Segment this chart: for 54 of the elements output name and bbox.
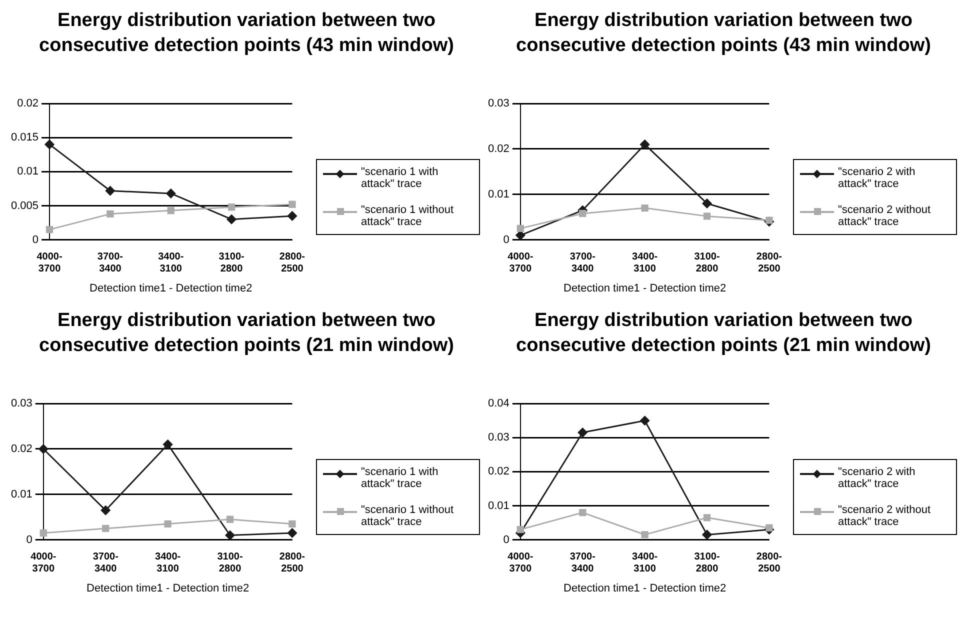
x-axis-title: Detection time1 - Detection time2 — [563, 282, 726, 294]
x-tick-label: 3700-3400 — [92, 552, 118, 575]
x-tick-label: 2800-2500 — [279, 552, 305, 575]
y-tick-label: 0 — [32, 234, 39, 246]
y-tick-label: 0.04 — [488, 398, 510, 410]
x-tick-label: 3700-3400 — [570, 552, 596, 575]
y-tick-label: 0 — [26, 534, 32, 546]
y-tick-label: 0 — [503, 534, 510, 546]
y-tick-label: 0.01 — [17, 166, 39, 178]
x-tick-label: 3400-3100 — [158, 252, 184, 275]
y-tick-label: 0.015 — [10, 132, 39, 144]
legend-label: "scenario 2 with attack" trace — [838, 466, 916, 490]
legend-label: "scenario 2 with attack" trace — [838, 166, 916, 190]
y-tick-label: 0.01 — [488, 188, 510, 200]
x-tick-label: 4000-3700 — [508, 552, 534, 575]
y-tick-label: 0.02 — [10, 443, 32, 456]
y-tick-label: 0.01 — [488, 500, 510, 512]
y-tick-label: 0.02 — [17, 98, 39, 110]
x-tick-label: 2800-2500 — [756, 252, 782, 275]
x-tick-label: 3400-3100 — [632, 552, 658, 575]
y-tick-label: 0.03 — [10, 398, 32, 410]
x-tick-label: 3400-3100 — [155, 552, 181, 575]
y-tick-label: 0.02 — [488, 466, 510, 478]
legend-label: "scenario 1 with attack" trace — [361, 466, 440, 490]
x-tick-label: 3700-3400 — [97, 252, 123, 275]
x-axis-title: Detection time1 - Detection time2 — [563, 582, 726, 594]
legend-label: "scenario 2 without attack" trace — [838, 204, 932, 228]
x-tick-label: 2800-2500 — [756, 552, 782, 575]
y-tick-label: 0.005 — [10, 200, 39, 212]
x-tick-label: 3400-3100 — [632, 252, 658, 275]
legend-label: "scenario 1 without attack" trace — [361, 204, 455, 228]
y-tick-label: 0.03 — [488, 98, 510, 110]
y-tick-label: 0 — [503, 234, 510, 246]
x-tick-label: 3100-2800 — [694, 552, 720, 575]
x-tick-label: 3700-3400 — [570, 252, 596, 275]
legend-label: "scenario 1 without attack" trace — [361, 504, 455, 528]
x-tick-label: 2800-2500 — [279, 252, 305, 275]
chart-title: Energy distribution variation between two consecutive detection points (43 min window) — [38, 9, 455, 58]
x-tick-label: 3100-2800 — [217, 552, 243, 575]
x-axis-title: Detection time1 - Detection time2 — [90, 282, 252, 294]
x-tick-label: 4000-3700 — [30, 552, 56, 575]
x-axis-title: Detection time1 - Detection time2 — [86, 582, 250, 594]
chart-title: Energy distribution variation between two consecutive detection points (21 min window) — [38, 309, 455, 358]
legend-label: "scenario 2 without attack" trace — [838, 504, 932, 528]
legend-label: "scenario 1 with attack" trace — [361, 166, 440, 190]
y-tick-label: 0.03 — [488, 432, 510, 444]
x-tick-label: 4000-3700 — [508, 252, 534, 275]
chart-title: Energy distribution variation between two consecutive detection points (21 min window) — [515, 309, 932, 358]
x-tick-label: 3100-2800 — [218, 252, 244, 275]
x-tick-label: 3100-2800 — [694, 252, 720, 275]
y-tick-label: 0.01 — [10, 488, 32, 500]
y-tick-label: 0.02 — [488, 143, 510, 156]
x-tick-label: 4000-3700 — [36, 252, 62, 275]
chart-title: Energy distribution variation between two consecutive detection points (43 min window) — [515, 9, 932, 58]
